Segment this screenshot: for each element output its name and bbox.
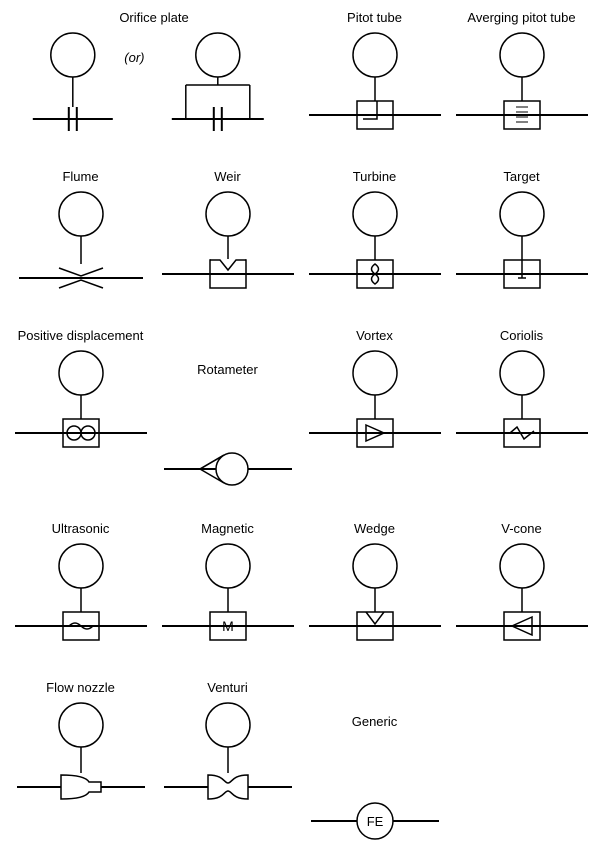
wedge-symbol <box>305 542 445 652</box>
magnetic-symbol: M <box>158 542 298 652</box>
avg_pitot-symbol <box>452 31 592 141</box>
symbol-cell: Generic FE <box>304 680 445 845</box>
symbol-cell: Wedge <box>304 521 445 652</box>
rotameter-symbol <box>158 383 298 493</box>
symbol-cell: Orifice plate (or) <box>10 10 298 141</box>
symbol-label: Vortex <box>356 328 393 343</box>
empty-symbol <box>452 701 592 811</box>
symbol-cell: Pitot tube <box>304 10 445 141</box>
symbol-cell <box>451 680 592 845</box>
symbol-cell: Target <box>451 169 592 300</box>
symbol-cell: Positive displacement <box>10 328 151 493</box>
symbol-cell: Flume <box>10 169 151 300</box>
symbol-label: Weir <box>214 169 240 184</box>
symbol-cell: Vortex <box>304 328 445 493</box>
symbol-cell: Flow nozzle <box>10 680 151 845</box>
symbol-cell: Weir <box>157 169 298 300</box>
svg-text:FE: FE <box>366 814 383 829</box>
symbol-label: Ultrasonic <box>52 521 110 536</box>
symbol-label: Orifice plate <box>119 10 188 25</box>
symbol-label: Target <box>503 169 539 184</box>
coriolis-symbol <box>452 349 592 459</box>
flownozzle-symbol <box>11 701 151 811</box>
symbol-cell: Averging pitot tube <box>451 10 592 141</box>
vortex-symbol <box>305 349 445 459</box>
symbol-label: Averging pitot tube <box>467 10 575 25</box>
pd-symbol <box>11 349 151 459</box>
symbol-cell: V-cone <box>451 521 592 652</box>
symbol-label: Rotameter <box>197 362 258 377</box>
pitot-symbol <box>305 31 445 141</box>
symbol-label: Venturi <box>207 680 247 695</box>
vcone-symbol <box>452 542 592 652</box>
symbol-label: V-cone <box>501 521 541 536</box>
symbol-label: Pitot tube <box>347 10 402 25</box>
symbol-label: Coriolis <box>500 328 543 343</box>
symbol-label: Flume <box>62 169 98 184</box>
symbol-cell: Ultrasonic <box>10 521 151 652</box>
flume-symbol <box>11 190 151 300</box>
svg-text:M: M <box>222 618 234 634</box>
venturi-symbol <box>158 701 298 811</box>
symbol-cell: Coriolis <box>451 328 592 493</box>
orifice-symbol <box>9 31 299 141</box>
symbol-cell: Venturi <box>157 680 298 845</box>
symbol-label: Flow nozzle <box>46 680 115 695</box>
symbol-label: Magnetic <box>201 521 254 536</box>
symbol-label: Wedge <box>354 521 395 536</box>
symbol-cell: Rotameter <box>157 328 298 493</box>
symbol-label: Turbine <box>353 169 397 184</box>
symbol-grid: Orifice plate (or) Pitot tube Averging pito… <box>10 10 592 845</box>
turbine-symbol <box>305 190 445 300</box>
ultrasonic-symbol <box>11 542 151 652</box>
generic-symbol: FE <box>305 735 445 845</box>
symbol-cell: Turbine <box>304 169 445 300</box>
or-label: (or) <box>124 50 144 65</box>
symbol-label: Positive displacement <box>18 328 144 343</box>
weir-symbol <box>158 190 298 300</box>
symbol-cell: Magnetic M <box>157 521 298 652</box>
symbol-label: Generic <box>352 714 398 729</box>
target-symbol <box>452 190 592 300</box>
